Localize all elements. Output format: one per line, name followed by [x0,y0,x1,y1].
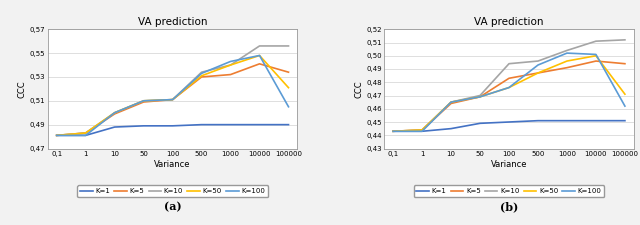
X-axis label: Variance: Variance [154,160,191,169]
Y-axis label: CCC: CCC [354,80,364,98]
Y-axis label: CCC: CCC [18,80,27,98]
Title: VA prediction: VA prediction [474,17,544,27]
Text: (b): (b) [500,201,518,212]
Legend: K=1, K=5, K=10, K=50, K=100: K=1, K=5, K=10, K=50, K=100 [413,185,604,197]
Text: (a): (a) [164,201,181,212]
Legend: K=1, K=5, K=10, K=50, K=100: K=1, K=5, K=10, K=50, K=100 [77,185,268,197]
Title: VA prediction: VA prediction [138,17,207,27]
X-axis label: Variance: Variance [491,160,527,169]
